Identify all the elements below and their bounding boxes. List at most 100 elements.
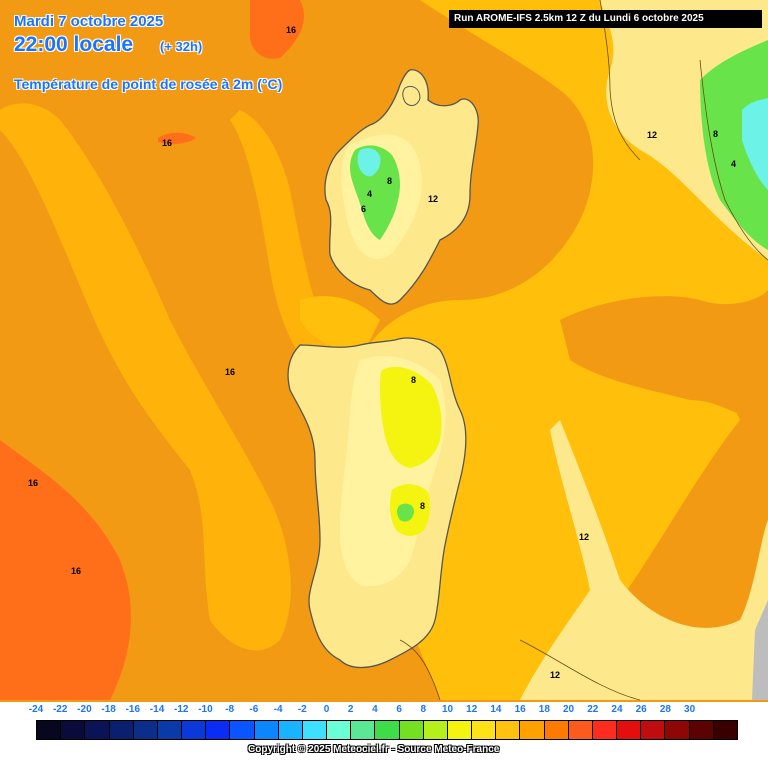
isotherm-label: 16	[225, 367, 235, 377]
legend-swatch	[520, 721, 545, 739]
legend-tick-label: 10	[441, 704, 454, 715]
legend-swatch	[617, 721, 642, 739]
legend-tick-label: -6	[249, 704, 259, 715]
model-run-banner: Run AROME-IFS 2.5km 12 Z du Lundi 6 octo…	[449, 10, 762, 28]
legend-swatch	[109, 721, 134, 739]
legend-tick-label: 0	[323, 704, 330, 715]
legend-swatch	[230, 721, 255, 739]
isotherm-label: 8	[420, 501, 425, 511]
forecast-date: Mardi 7 octobre 2025	[14, 13, 164, 30]
legend-tick-label: 24	[611, 704, 623, 715]
isotherm-contour	[699, 59, 768, 261]
legend-tick-label: -14	[149, 704, 165, 715]
legend-swatch	[302, 721, 328, 739]
legend-tick-label: 18	[538, 704, 550, 715]
legend-swatch	[254, 721, 279, 739]
legend-tick-label: 12	[466, 704, 478, 715]
isotherm-label: 16	[286, 25, 296, 35]
corsica-cyan	[357, 148, 381, 177]
legend-swatch	[544, 721, 569, 739]
legend-tick-label: -22	[52, 704, 68, 715]
legend-swatch	[641, 721, 666, 739]
isotherm-label: 4	[731, 159, 736, 169]
legend-tick-label: 28	[659, 704, 671, 715]
color-scale-bar	[36, 720, 738, 740]
green-zone-east	[700, 40, 768, 250]
sardinia-green-spot	[397, 503, 414, 522]
amber-band-west-1	[0, 103, 291, 651]
legend-swatch	[592, 721, 618, 739]
legend-tick-label: -24	[28, 704, 44, 715]
isotherm-label: 16	[71, 566, 81, 576]
orange-pocket-east	[560, 290, 768, 420]
legend-swatch	[61, 721, 86, 739]
legend-tick-label: 6	[396, 704, 402, 715]
amber-region-center	[300, 296, 380, 360]
isotherm-label: 12	[579, 532, 589, 542]
legend-tick-label: -18	[101, 704, 116, 715]
isotherm-label: 12	[550, 670, 560, 680]
legend-swatch	[133, 721, 158, 739]
legend-swatch	[85, 721, 110, 739]
isotherm-label: 8	[713, 129, 718, 139]
legend-swatch	[399, 721, 424, 739]
legend-swatch	[182, 721, 207, 739]
elba-islet	[402, 85, 421, 106]
legend-swatch	[278, 721, 303, 739]
cyan-zone-east	[742, 98, 768, 190]
isotherm-label: 16	[28, 478, 38, 488]
legend-swatch	[375, 721, 400, 739]
legend-swatch	[423, 721, 448, 739]
legend-swatch	[327, 721, 352, 739]
legend-tick-label: 4	[372, 704, 378, 715]
legend-swatch	[157, 721, 183, 739]
isotherm-contour	[519, 639, 641, 701]
isotherm-label: 4	[367, 189, 372, 199]
legend-tick-label: 8	[420, 704, 427, 715]
sardinia-yellow-north	[380, 366, 442, 468]
mainland-southeast	[520, 420, 768, 700]
isotherm-label: 12	[647, 130, 657, 140]
isotherm-label: 8	[387, 176, 392, 186]
legend-tick-label: -16	[125, 704, 141, 715]
legend-swatch	[568, 721, 593, 739]
legend-swatch	[713, 721, 737, 739]
legend-swatch	[689, 721, 714, 739]
legend-tick-label: -20	[77, 704, 92, 715]
copyright-text: Copyright © 2025 Meteociel.fr - Source M…	[248, 744, 500, 755]
legend-tick-label: 22	[587, 704, 599, 715]
amber-region-east	[356, 0, 768, 700]
isotherm-contour	[399, 639, 441, 701]
warm-zone-west	[0, 440, 131, 700]
legend-swatch	[37, 721, 62, 739]
legend-tick-label: 30	[684, 704, 696, 715]
legend-swatch	[472, 721, 497, 739]
isotherm-label: 8	[411, 375, 416, 385]
legend-swatch	[206, 721, 231, 739]
legend-tick-label: 20	[562, 704, 575, 715]
legend-tick-label: -8	[225, 704, 235, 715]
isotherm-label: 12	[428, 194, 438, 204]
legend-tick-label: 14	[490, 704, 502, 715]
legend-swatch	[665, 721, 690, 739]
legend-swatch	[496, 721, 521, 739]
legend-tick-label: -10	[198, 704, 213, 715]
parameter-title: Température de point de rosée à 2m (°C)	[14, 76, 283, 92]
legend-tick-label: 2	[347, 704, 354, 715]
legend-swatch	[447, 721, 473, 739]
legend-tick-label: 26	[635, 704, 647, 715]
forecast-local-time: 22:00 locale	[14, 33, 134, 56]
forecast-lead-time: (+ 32h)	[160, 39, 203, 54]
warm-zone-islet	[249, 0, 304, 59]
isotherm-label: 6	[361, 204, 366, 214]
isotherm-label: 16	[162, 138, 172, 148]
legend-tick-label: -4	[273, 704, 283, 715]
grey-corner	[752, 600, 768, 700]
legend-tick-label: -2	[297, 704, 307, 715]
legend-tick-label: 16	[514, 704, 526, 715]
capraia-islet	[158, 132, 196, 145]
legend-swatch	[351, 721, 376, 739]
legend-tick-label: -12	[174, 704, 189, 715]
